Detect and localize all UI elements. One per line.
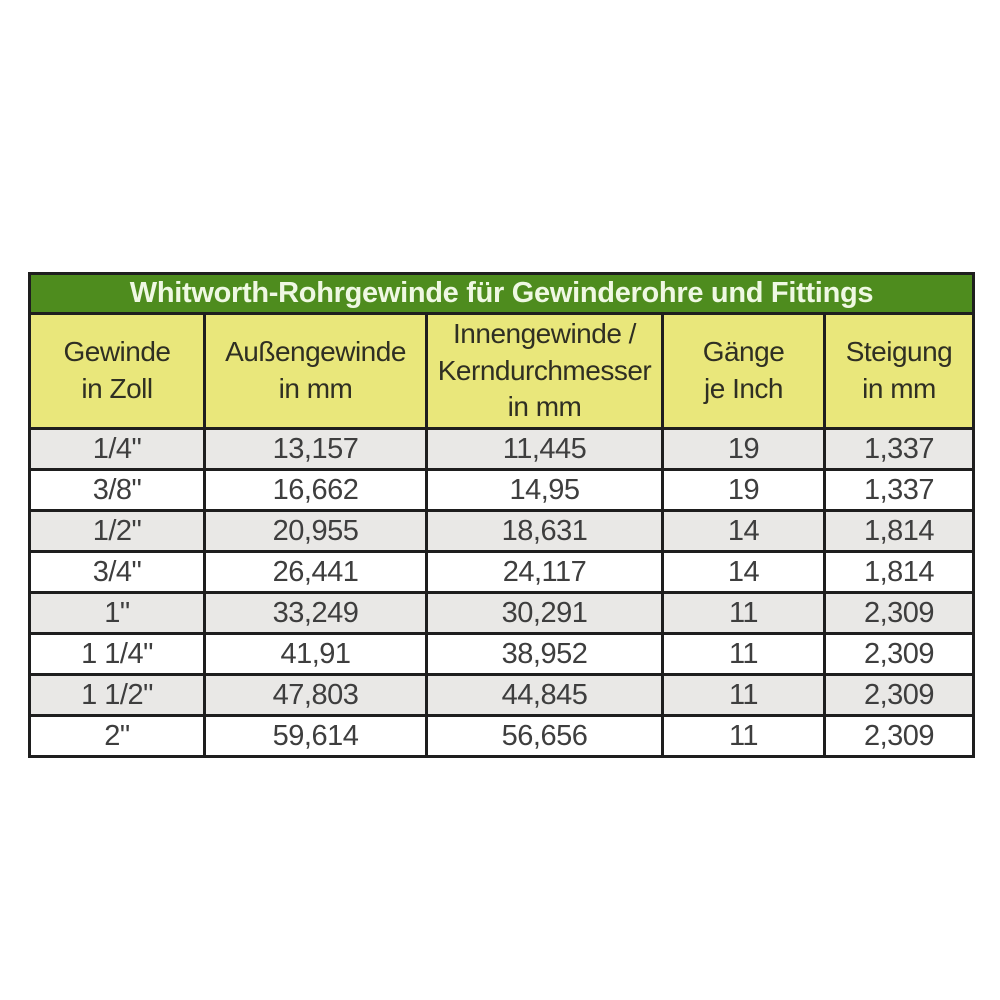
- column-header-aussengewinde: Außengewinde in mm: [203, 312, 428, 430]
- table-cell: 2": [28, 714, 206, 758]
- column-header-gaenge-je-inch: Gänge je Inch: [661, 312, 826, 430]
- table-row: 2" 59,614 56,656 11 2,309: [28, 714, 975, 758]
- table-cell: 2,309: [823, 673, 975, 717]
- table-cell: 14: [661, 509, 826, 553]
- table-cell: 41,91: [203, 632, 428, 676]
- table-cell: 20,955: [203, 509, 428, 553]
- column-header-gewinde-in-zoll: Gewinde in Zoll: [28, 312, 206, 430]
- table-cell: 1/4": [28, 427, 206, 471]
- table-cell: 18,631: [425, 509, 664, 553]
- table-cell: 14: [661, 550, 826, 594]
- table-cell: 13,157: [203, 427, 428, 471]
- table-cell: 59,614: [203, 714, 428, 758]
- table-cell: 1 1/2": [28, 673, 206, 717]
- table-cell: 16,662: [203, 468, 428, 512]
- table-cell: 1 1/4": [28, 632, 206, 676]
- table-row: 1 1/4" 41,91 38,952 11 2,309: [28, 632, 975, 676]
- table-cell: 2,309: [823, 591, 975, 635]
- table-cell: 33,249: [203, 591, 428, 635]
- table-row: 1/4" 13,157 11,445 19 1,337: [28, 427, 975, 471]
- table-title: Whitworth-Rohrgewinde für Gewinderohre u…: [28, 272, 975, 315]
- table-cell: 47,803: [203, 673, 428, 717]
- table-cell: 44,845: [425, 673, 664, 717]
- table-row: 1 1/2" 47,803 44,845 11 2,309: [28, 673, 975, 717]
- table-cell: 1,814: [823, 550, 975, 594]
- table-cell: 38,952: [425, 632, 664, 676]
- table-cell: 56,656: [425, 714, 664, 758]
- table-cell: 11: [661, 673, 826, 717]
- table-cell: 1": [28, 591, 206, 635]
- table-cell: 11: [661, 591, 826, 635]
- table-cell: 26,441: [203, 550, 428, 594]
- column-header-innengewinde-kerndurchmesser: Innengewinde / Kerndurchmesser in mm: [425, 312, 664, 430]
- table-cell: 11: [661, 714, 826, 758]
- table-row: 3/4" 26,441 24,117 14 1,814: [28, 550, 975, 594]
- whitworth-thread-table: Whitworth-Rohrgewinde für Gewinderohre u…: [28, 272, 975, 758]
- table-cell: 1,337: [823, 468, 975, 512]
- table-cell: 1,337: [823, 427, 975, 471]
- table-cell: 2,309: [823, 632, 975, 676]
- table-row: 3/8" 16,662 14,95 19 1,337: [28, 468, 975, 512]
- table-cell: 19: [661, 427, 826, 471]
- table-cell: 11: [661, 632, 826, 676]
- table-row: 1/2" 20,955 18,631 14 1,814: [28, 509, 975, 553]
- table-cell: 3/8": [28, 468, 206, 512]
- table-cell: 30,291: [425, 591, 664, 635]
- table-cell: 24,117: [425, 550, 664, 594]
- table-cell: 11,445: [425, 427, 664, 471]
- column-header-steigung: Steigung in mm: [823, 312, 975, 430]
- table-cell: 2,309: [823, 714, 975, 758]
- title-row: Whitworth-Rohrgewinde für Gewinderohre u…: [28, 272, 975, 315]
- header-row: Gewinde in Zoll Außengewinde in mm Innen…: [28, 312, 975, 430]
- table-cell: 1/2": [28, 509, 206, 553]
- table-cell: 1,814: [823, 509, 975, 553]
- table-cell: 19: [661, 468, 826, 512]
- table-cell: 3/4": [28, 550, 206, 594]
- table-row: 1" 33,249 30,291 11 2,309: [28, 591, 975, 635]
- whitworth-thread-table-container: Whitworth-Rohrgewinde für Gewinderohre u…: [28, 272, 975, 758]
- table-cell: 14,95: [425, 468, 664, 512]
